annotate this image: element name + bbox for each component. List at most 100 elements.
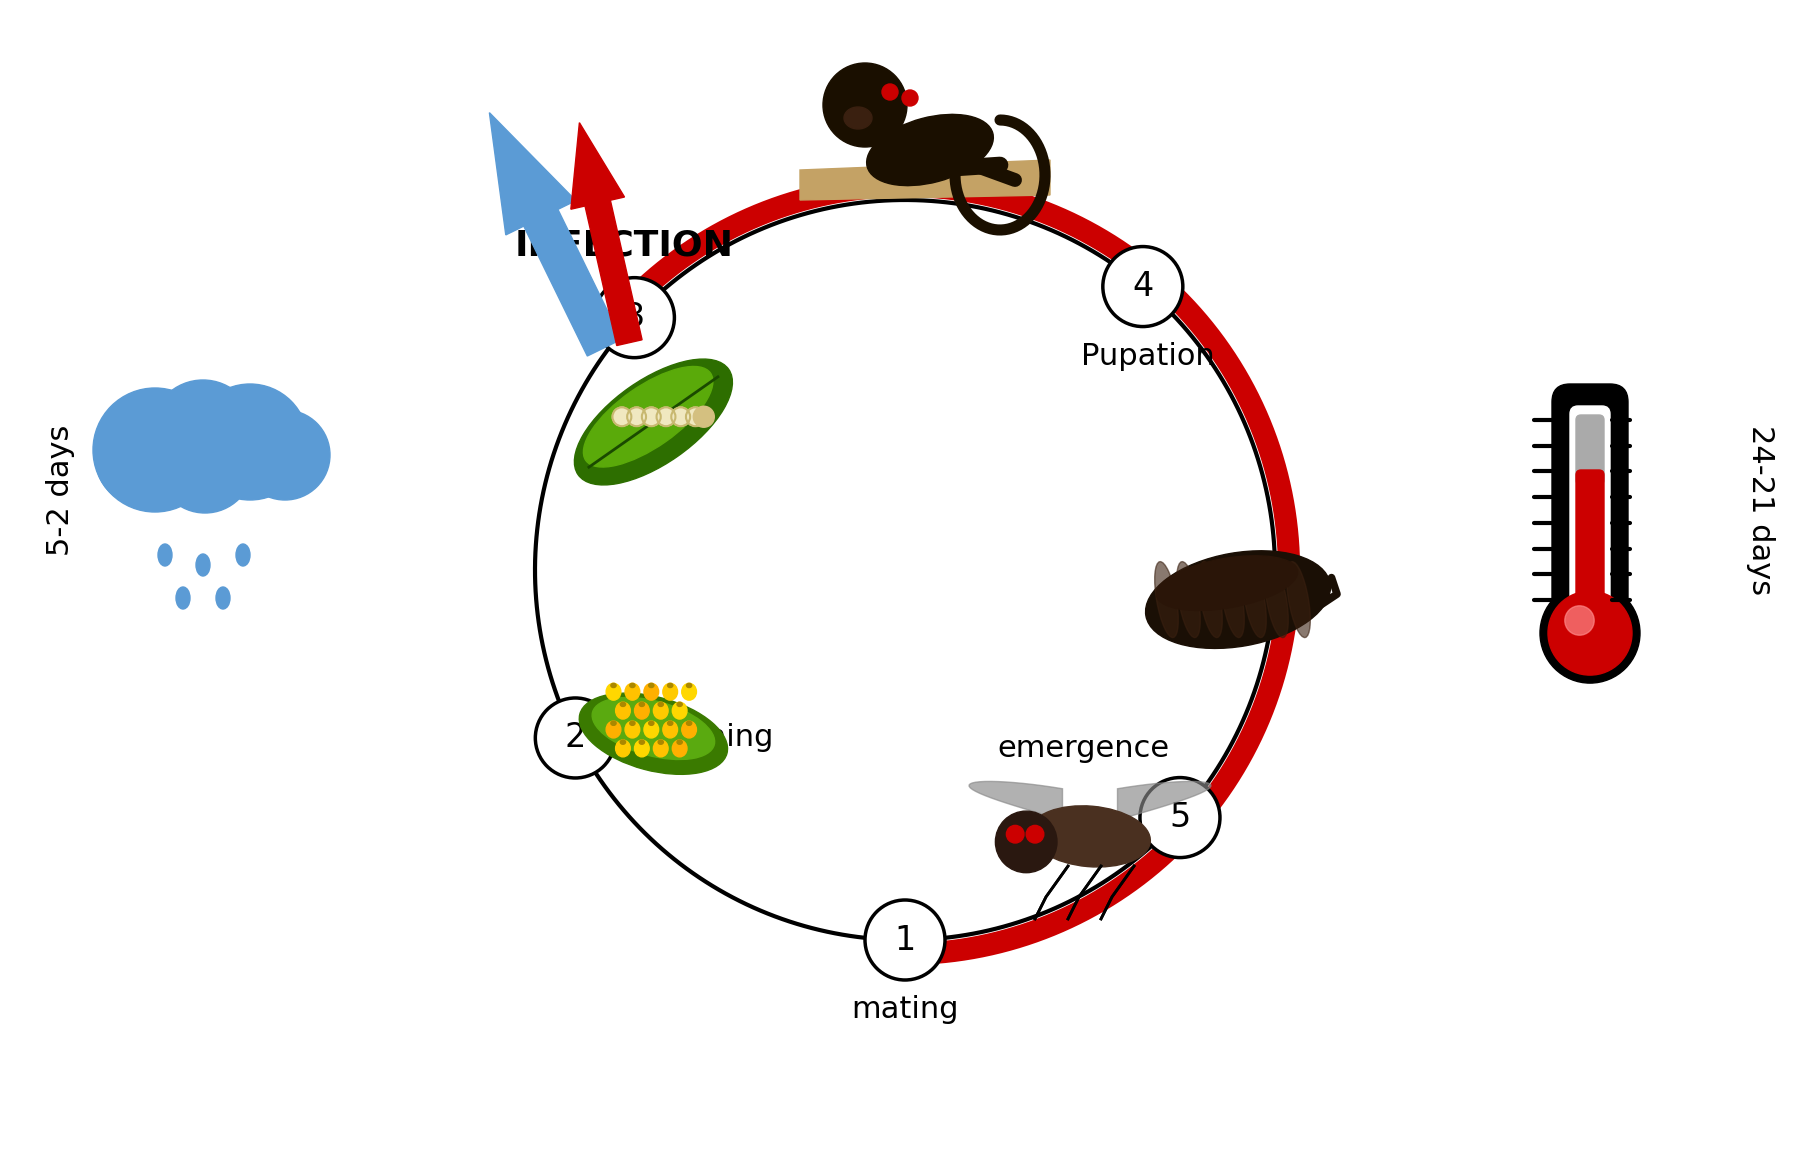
Ellipse shape: [662, 721, 677, 738]
Ellipse shape: [682, 721, 697, 738]
Circle shape: [157, 416, 253, 513]
Circle shape: [1026, 826, 1044, 843]
Ellipse shape: [867, 115, 994, 185]
Circle shape: [1548, 591, 1633, 676]
Ellipse shape: [606, 684, 621, 700]
Ellipse shape: [639, 740, 644, 744]
Circle shape: [1540, 583, 1640, 683]
Ellipse shape: [630, 684, 635, 687]
Circle shape: [901, 90, 918, 106]
Text: 1: 1: [894, 923, 916, 956]
Ellipse shape: [176, 586, 190, 609]
Ellipse shape: [615, 740, 630, 757]
Ellipse shape: [579, 693, 728, 774]
Circle shape: [693, 406, 715, 427]
Ellipse shape: [1220, 562, 1243, 638]
Circle shape: [612, 407, 632, 426]
Ellipse shape: [621, 740, 626, 744]
Ellipse shape: [1146, 551, 1330, 649]
Circle shape: [686, 407, 704, 426]
Text: mating: mating: [851, 995, 959, 1024]
Circle shape: [96, 416, 185, 504]
Circle shape: [1006, 826, 1024, 843]
Ellipse shape: [592, 698, 715, 759]
Ellipse shape: [639, 703, 644, 706]
Circle shape: [672, 407, 690, 426]
Text: 2: 2: [565, 721, 586, 754]
Ellipse shape: [659, 740, 664, 744]
Ellipse shape: [635, 703, 650, 719]
Circle shape: [881, 84, 898, 100]
Ellipse shape: [682, 684, 697, 700]
Ellipse shape: [621, 703, 626, 706]
Ellipse shape: [235, 544, 250, 567]
Ellipse shape: [644, 684, 659, 700]
Ellipse shape: [843, 107, 872, 129]
Ellipse shape: [1287, 562, 1310, 638]
Polygon shape: [968, 781, 1062, 836]
Circle shape: [1140, 778, 1220, 857]
Text: hatching: hatching: [641, 724, 773, 752]
Ellipse shape: [1243, 562, 1267, 638]
Ellipse shape: [648, 721, 653, 725]
Circle shape: [150, 380, 255, 484]
Text: Pupation: Pupation: [1081, 341, 1215, 371]
Ellipse shape: [583, 366, 713, 467]
Ellipse shape: [1157, 556, 1298, 610]
Circle shape: [643, 407, 661, 426]
Ellipse shape: [644, 721, 659, 738]
Ellipse shape: [624, 721, 639, 738]
Polygon shape: [570, 123, 643, 346]
Ellipse shape: [1155, 562, 1178, 638]
Text: 5: 5: [1169, 801, 1191, 834]
Ellipse shape: [686, 721, 691, 725]
Ellipse shape: [686, 684, 691, 687]
Circle shape: [241, 411, 329, 500]
Circle shape: [626, 407, 646, 426]
Circle shape: [657, 407, 675, 426]
Ellipse shape: [635, 740, 650, 757]
Polygon shape: [800, 160, 1050, 201]
Ellipse shape: [615, 703, 630, 719]
Ellipse shape: [1176, 562, 1200, 638]
Ellipse shape: [653, 740, 668, 757]
Ellipse shape: [195, 554, 210, 576]
Circle shape: [594, 278, 675, 358]
Polygon shape: [1117, 781, 1211, 836]
Ellipse shape: [677, 703, 682, 706]
Circle shape: [865, 900, 945, 979]
FancyBboxPatch shape: [1551, 384, 1627, 633]
Ellipse shape: [612, 721, 615, 725]
Text: 3: 3: [624, 301, 644, 334]
Circle shape: [996, 811, 1057, 873]
Ellipse shape: [157, 544, 172, 567]
FancyBboxPatch shape: [1577, 415, 1604, 484]
Circle shape: [1102, 246, 1182, 326]
Ellipse shape: [624, 684, 639, 700]
Circle shape: [824, 63, 907, 147]
FancyBboxPatch shape: [1577, 470, 1604, 604]
Text: emergence: emergence: [997, 733, 1169, 762]
Circle shape: [1566, 605, 1595, 636]
Ellipse shape: [612, 684, 615, 687]
Ellipse shape: [672, 740, 688, 757]
Polygon shape: [489, 113, 621, 357]
Ellipse shape: [668, 684, 673, 687]
Circle shape: [536, 698, 615, 778]
Ellipse shape: [672, 703, 688, 719]
Ellipse shape: [662, 684, 677, 700]
Text: 24-21 days: 24-21 days: [1745, 425, 1774, 595]
Ellipse shape: [653, 703, 668, 719]
Text: 4: 4: [1133, 270, 1153, 303]
Circle shape: [192, 384, 308, 500]
Ellipse shape: [630, 721, 635, 725]
Ellipse shape: [1265, 562, 1289, 638]
Ellipse shape: [1030, 806, 1151, 867]
Text: INFECTION: INFECTION: [514, 229, 733, 263]
Ellipse shape: [659, 703, 664, 706]
Ellipse shape: [215, 586, 230, 609]
Text: 5-2 days: 5-2 days: [45, 425, 74, 556]
Ellipse shape: [677, 740, 682, 744]
Ellipse shape: [1198, 562, 1222, 638]
Ellipse shape: [574, 359, 733, 484]
